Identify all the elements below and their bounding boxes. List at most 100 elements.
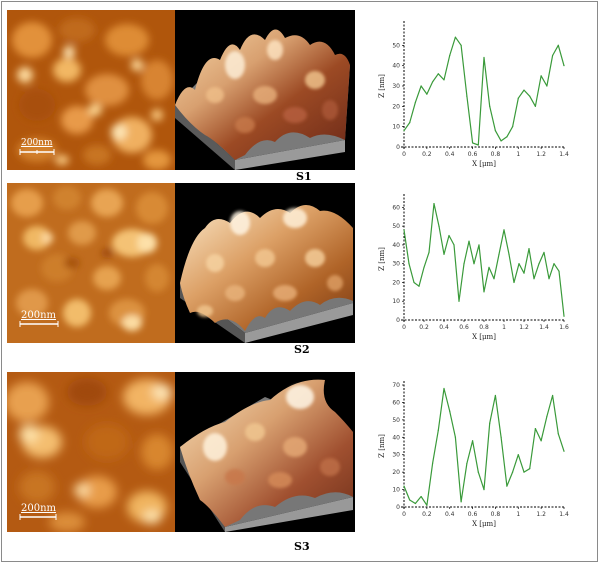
profile-point xyxy=(426,93,428,95)
profile-point xyxy=(523,272,525,274)
profile-point xyxy=(494,394,497,397)
afm-3d-image-s2 xyxy=(175,183,355,343)
profile-point xyxy=(489,422,491,424)
profile-point xyxy=(408,263,410,265)
profile-point xyxy=(494,130,497,132)
sample-label-s1: S1 xyxy=(296,170,312,183)
profile-point xyxy=(540,440,542,442)
profile-point xyxy=(471,142,474,144)
y-tick-label: 60 xyxy=(392,399,400,406)
profile-point xyxy=(511,126,514,128)
y-tick-label: 10 xyxy=(392,487,400,494)
profile-point xyxy=(437,429,439,431)
profile-point xyxy=(458,300,460,302)
profile-point xyxy=(431,81,434,83)
profile-point xyxy=(477,471,479,473)
profile-point xyxy=(418,285,420,287)
y-axis-label: Z [nm] xyxy=(378,247,386,271)
y-axis-label: Z [nm] xyxy=(378,74,386,98)
profile-point xyxy=(466,462,468,465)
profile-point xyxy=(471,440,474,442)
x-tick-label: 0 xyxy=(402,511,406,518)
profile-point xyxy=(558,270,560,272)
x-tick-label: 0.4 xyxy=(445,151,455,158)
profile-point xyxy=(551,54,554,57)
profile-point xyxy=(468,240,470,242)
profile-point xyxy=(443,79,445,81)
x-tick-label: 1.2 xyxy=(536,511,546,518)
y-tick-label: 30 xyxy=(392,261,400,268)
x-axis-label: X [μm] xyxy=(472,333,496,341)
profile-point xyxy=(483,291,485,293)
profile-point xyxy=(463,263,465,265)
profile-point xyxy=(500,140,502,142)
x-tick-label: 0.4 xyxy=(445,511,455,518)
profile-point xyxy=(563,65,565,67)
scale-bar-line xyxy=(19,514,57,520)
y-tick-label: 20 xyxy=(392,103,400,110)
scale-bar-line xyxy=(19,321,59,327)
x-axis-label: X [μm] xyxy=(472,160,496,168)
profile-point xyxy=(431,462,434,465)
profile-point xyxy=(493,278,495,280)
profile-point xyxy=(508,253,510,255)
profile-point xyxy=(437,73,439,75)
profile-point xyxy=(460,44,462,46)
profile-point xyxy=(443,387,445,390)
profile-point xyxy=(409,122,411,124)
x-tick-label: 1.2 xyxy=(536,151,546,158)
profile-point xyxy=(529,468,531,470)
profile-point xyxy=(483,488,485,491)
y-tick-label: 30 xyxy=(392,452,400,459)
x-tick-label: 1.2 xyxy=(519,324,529,331)
x-tick-label: 1 xyxy=(502,324,506,331)
profile-point xyxy=(466,95,468,97)
profile-point xyxy=(428,251,430,254)
profile-point xyxy=(423,266,425,269)
afm-3d-image-s3 xyxy=(175,372,355,532)
y-tick-label: 50 xyxy=(392,42,400,49)
x-tick-label: 1 xyxy=(516,511,520,518)
y-tick-label: 20 xyxy=(392,279,400,286)
scale-bar-s3: 200nm xyxy=(18,503,66,523)
y-tick-label: 30 xyxy=(392,83,400,90)
profile-point xyxy=(449,410,451,412)
profile-point xyxy=(517,454,519,456)
profile-point xyxy=(477,144,479,146)
profile-point xyxy=(553,263,555,265)
profile-point xyxy=(517,97,519,99)
x-tick-label: 0.2 xyxy=(419,324,429,331)
profile-point xyxy=(403,229,405,231)
x-tick-label: 1.4 xyxy=(559,511,569,518)
profile-point xyxy=(534,427,537,430)
profile-point xyxy=(414,502,417,505)
x-tick-label: 1.4 xyxy=(539,324,549,331)
y-tick-label: 0 xyxy=(396,144,400,151)
profile-point xyxy=(563,450,565,452)
scale-bar-s2: 200nm xyxy=(18,310,66,330)
scale-bar-line xyxy=(19,149,55,155)
profile-point xyxy=(511,471,514,473)
y-tick-label: 50 xyxy=(392,223,400,230)
afm-3d-image-s1 xyxy=(175,10,355,170)
y-tick-label: 40 xyxy=(392,242,400,249)
sample-label-s3: S3 xyxy=(294,540,310,553)
profile-point xyxy=(409,499,411,501)
profile-point xyxy=(473,263,475,265)
profile-point xyxy=(534,105,537,107)
profile-point xyxy=(449,54,451,57)
profile-point xyxy=(513,281,515,284)
profile-point xyxy=(483,56,485,59)
profile-point xyxy=(420,495,422,498)
profile-point xyxy=(453,244,455,246)
height-profile-s3: 0 10 20 30 40 50 60 70 0 0.2 0.4 0.6 0.8 1 1.2 1.4 X [μm… xyxy=(372,375,572,535)
y-tick-label: 40 xyxy=(392,434,400,441)
profile-point xyxy=(403,485,405,487)
profile-point xyxy=(551,394,554,397)
sample-label-s2: S2 xyxy=(294,343,310,356)
profile-point xyxy=(506,485,508,487)
x-tick-label: 0.2 xyxy=(422,511,432,518)
profile-point xyxy=(403,130,405,132)
x-tick-label: 0.6 xyxy=(468,151,478,158)
